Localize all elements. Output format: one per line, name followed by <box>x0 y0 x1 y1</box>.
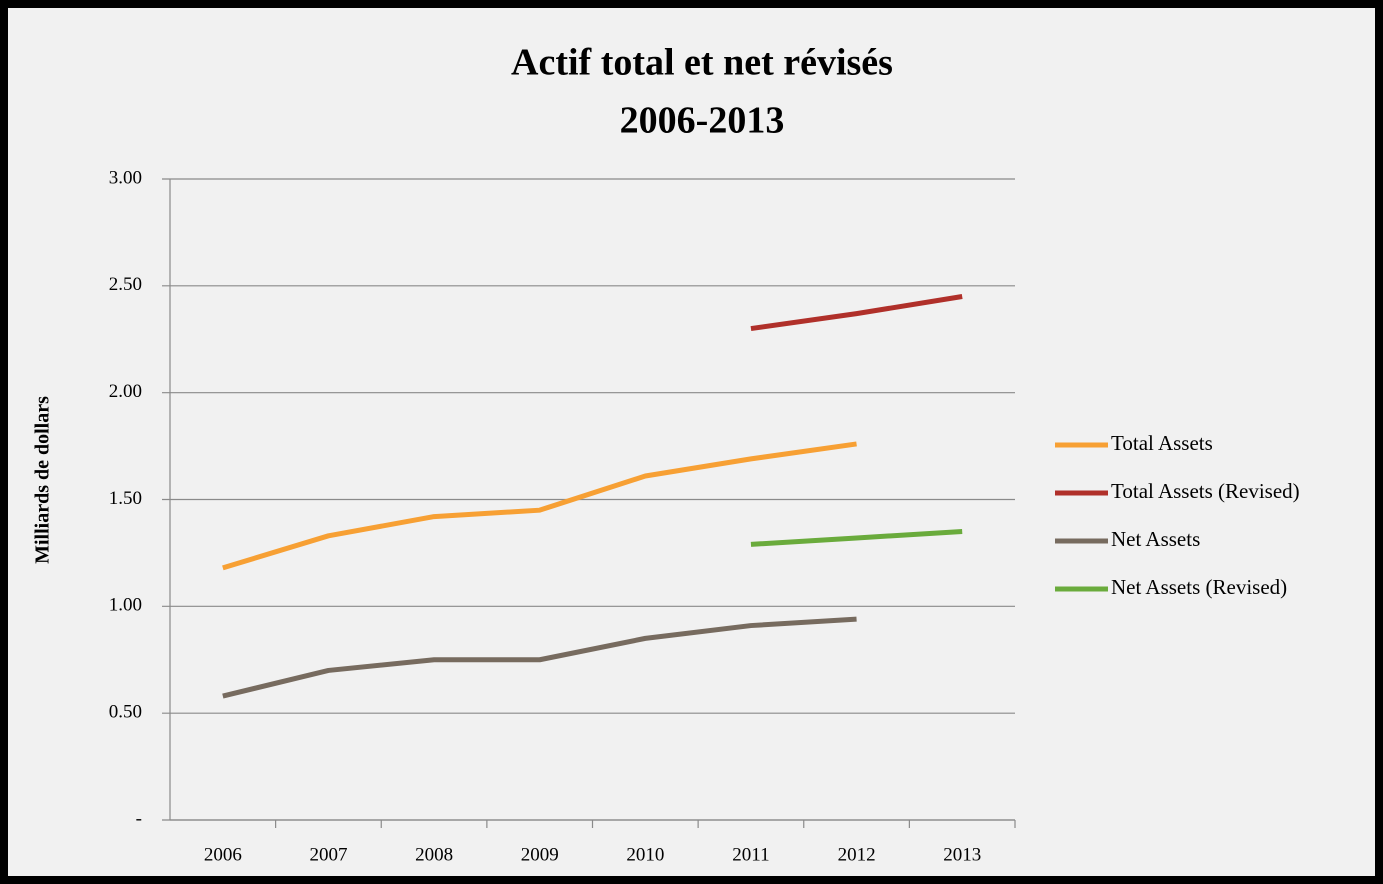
y-tick-label: 2.00 <box>109 381 142 402</box>
legend-label: Total Assets (Revised) <box>1111 479 1300 503</box>
series-line <box>222 441 857 571</box>
x-tick-label: 2008 <box>415 844 453 865</box>
x-tick-label: 2011 <box>732 844 769 865</box>
x-tick-label: 2010 <box>626 844 664 865</box>
chart-title: 2006-2013 <box>620 100 785 142</box>
series-line <box>750 529 963 547</box>
x-tick-label: 2012 <box>838 844 876 865</box>
legend-label: Net Assets <box>1111 527 1200 551</box>
series-line <box>222 616 857 699</box>
x-tick-label: 2007 <box>309 844 347 865</box>
x-tick-label: 2009 <box>521 844 559 865</box>
y-tick-label: 0.50 <box>109 702 142 723</box>
legend-label: Net Assets (Revised) <box>1111 575 1287 599</box>
y-tick-label: 1.50 <box>109 488 142 509</box>
chart-title: Actif total et net révisés <box>511 42 893 84</box>
y-axis-label: Milliards de dollars <box>32 396 54 564</box>
series-line <box>750 294 963 332</box>
x-tick-label: 2006 <box>204 844 242 865</box>
y-tick-label: 1.00 <box>109 595 142 616</box>
x-tick-label: 2013 <box>943 844 981 865</box>
legend-label: Total Assets <box>1111 431 1213 455</box>
y-tick-label: - <box>136 808 142 829</box>
y-tick-label: 2.50 <box>109 274 142 295</box>
y-tick-label: 3.00 <box>109 167 142 188</box>
